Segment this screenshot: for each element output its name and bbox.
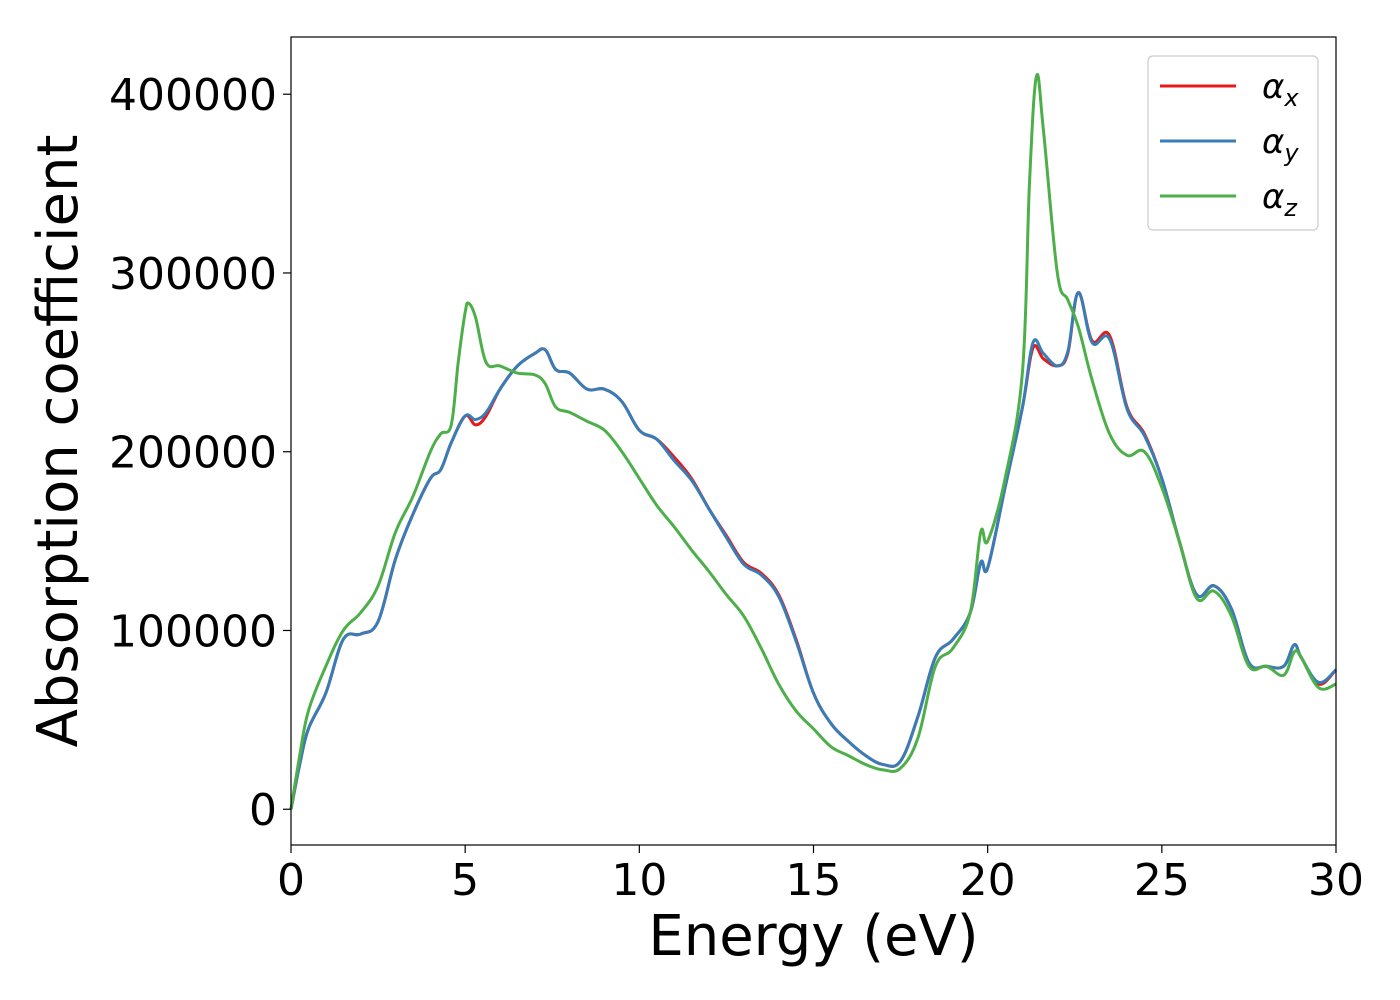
x-axis-ticks: 0 5 10 15 20 25 30 <box>277 845 1364 906</box>
x-tick-label: 10 <box>611 855 667 906</box>
legend-label-y: αy <box>1262 122 1299 167</box>
series-line-y <box>289 291 1338 810</box>
x-tick-label: 25 <box>1134 855 1190 906</box>
series-line-x <box>289 291 1338 810</box>
legend-label-x: αx <box>1262 67 1299 112</box>
y-tick-label: 100000 <box>109 606 277 657</box>
x-tick-label: 30 <box>1308 855 1364 906</box>
plot-lines <box>289 72 1338 810</box>
x-tick-label: 0 <box>277 855 305 906</box>
series-line-z <box>289 72 1337 810</box>
x-tick-label: 5 <box>451 855 479 906</box>
x-axis-label: Energy (eV) <box>648 904 978 969</box>
y-tick-label: 400000 <box>109 70 277 121</box>
x-tick-label: 20 <box>960 855 1016 906</box>
legend-label-z: αz <box>1262 177 1298 222</box>
y-axis-label: Absorption coefficient <box>26 135 91 748</box>
y-tick-label: 300000 <box>109 249 277 300</box>
legend-box <box>1147 55 1319 231</box>
legend: αx αy αz <box>1147 55 1319 231</box>
y-tick-label: 200000 <box>109 428 277 479</box>
y-axis-ticks: 0 100000 200000 300000 400000 <box>109 70 291 836</box>
y-tick-label: 0 <box>249 785 277 836</box>
x-tick-label: 15 <box>786 855 842 906</box>
